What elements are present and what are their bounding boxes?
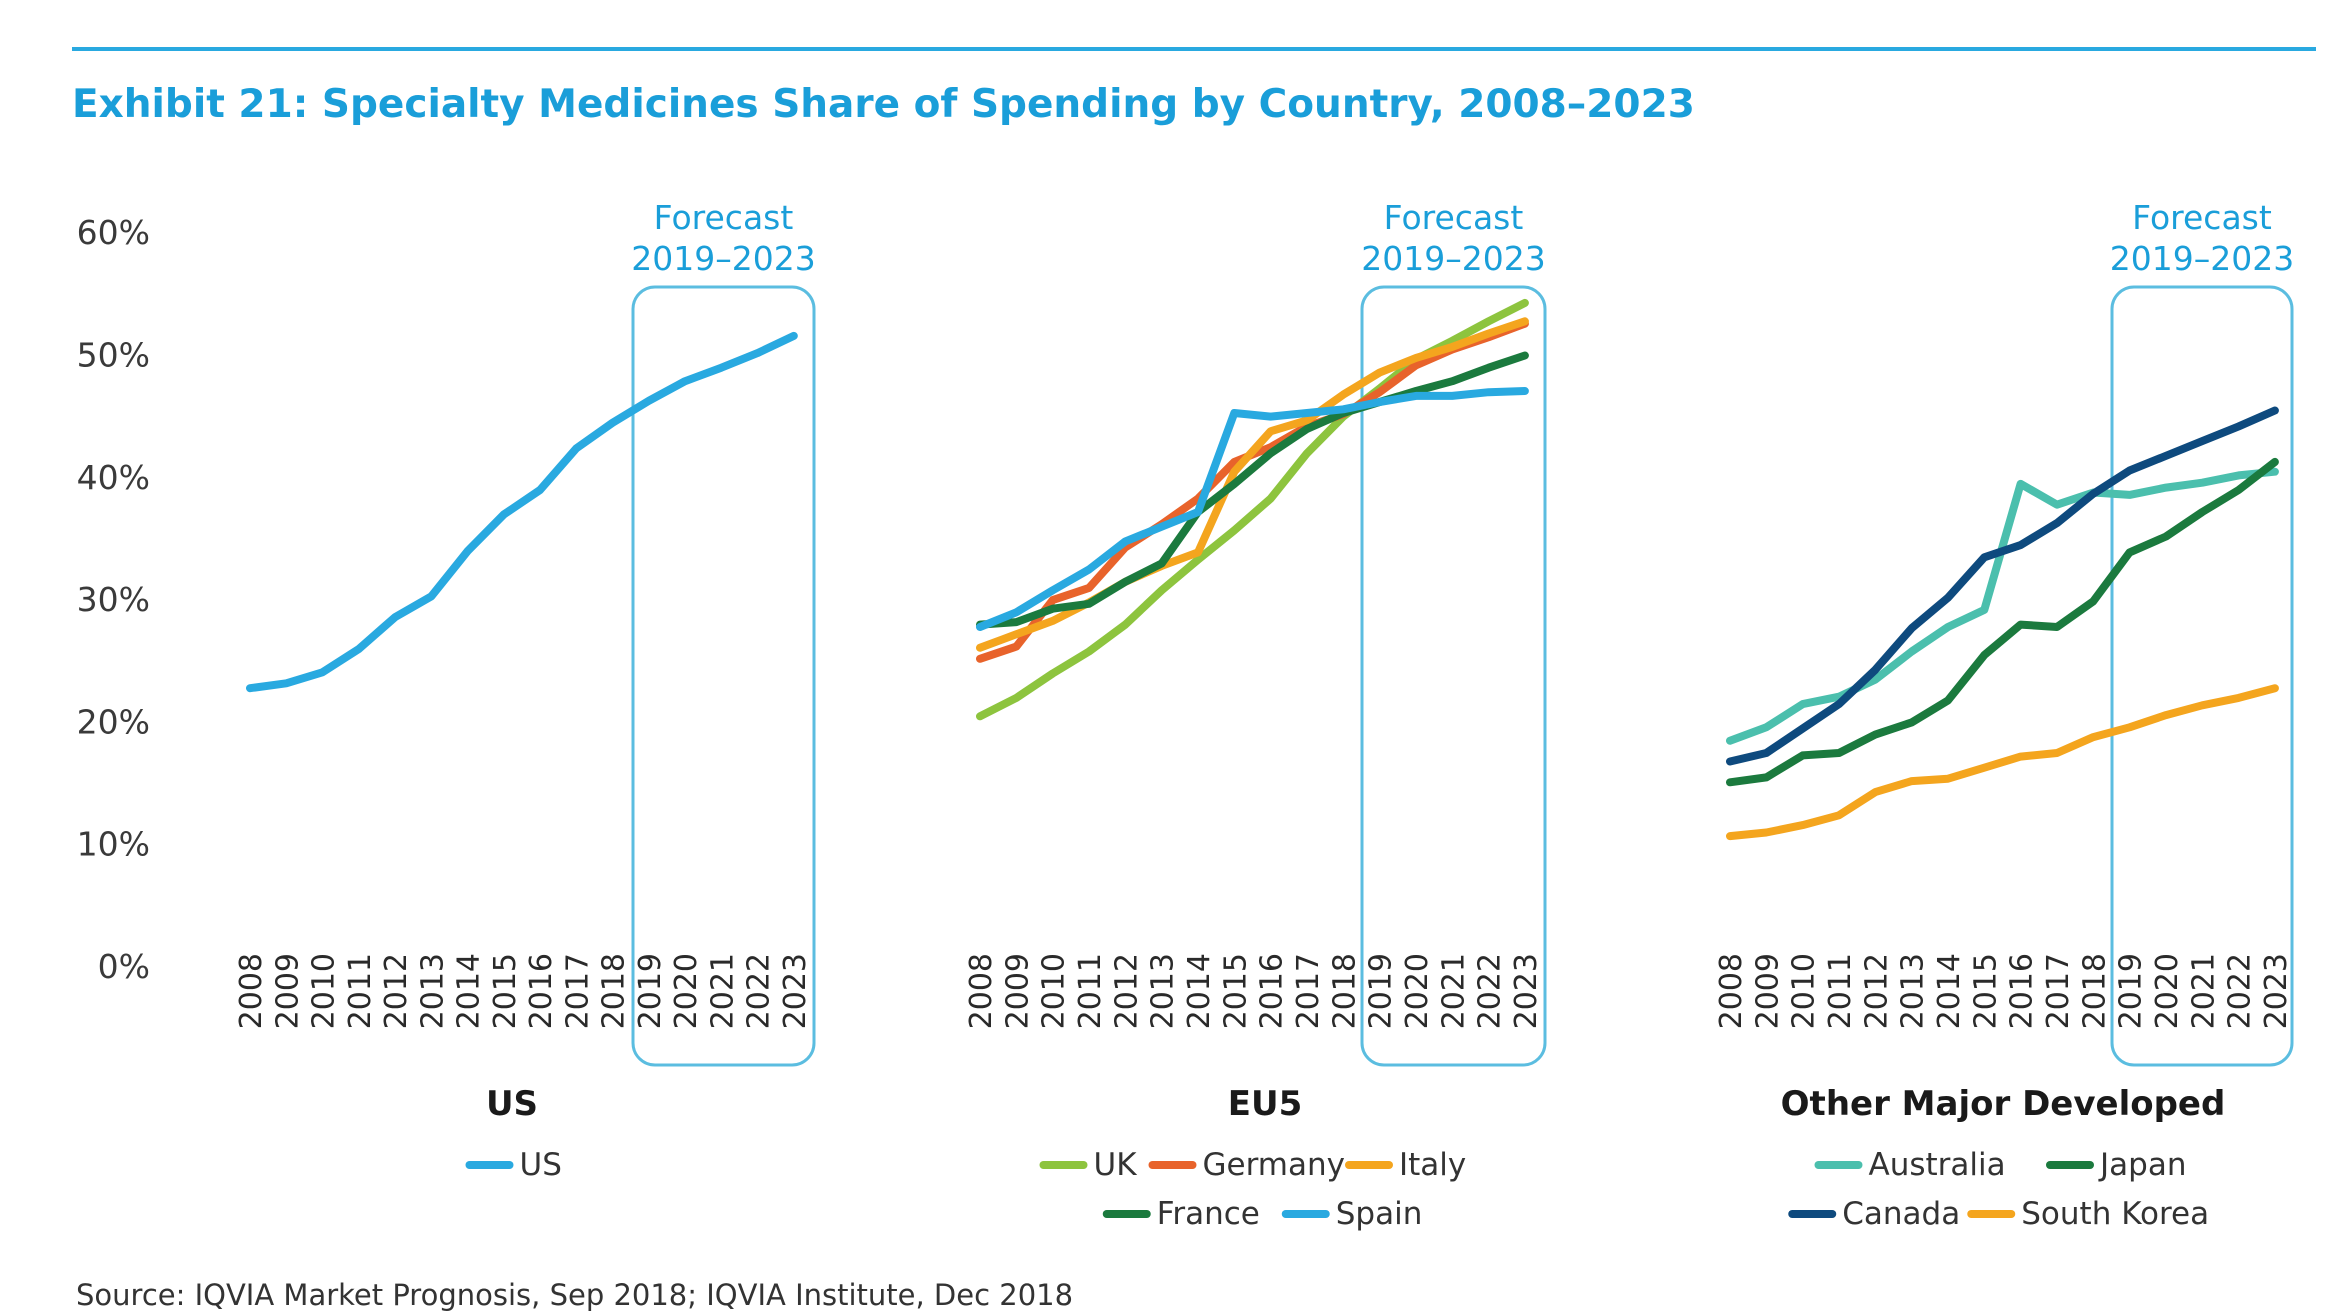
panel-title: EU5 [1228, 1084, 1303, 1124]
x-tick-label: 2012 [1859, 953, 1894, 1029]
forecast-label-line2: 2019–2023 [1361, 239, 1545, 278]
x-tick-label: 2016 [524, 953, 559, 1029]
x-tick-label: 2009 [1750, 953, 1785, 1029]
x-tick-label: 2013 [1146, 953, 1181, 1029]
x-tick-label: 2020 [669, 953, 704, 1029]
x-tick-label: 2018 [2077, 953, 2112, 1029]
forecast-box [631, 285, 816, 1067]
x-tick-label: 2019 [2114, 953, 2149, 1029]
x-tick-label: 2023 [1509, 953, 1544, 1029]
x-tick-label: 2017 [560, 953, 595, 1029]
series-line-spain [976, 387, 1529, 631]
source-note: Source: IQVIA Market Prognosis, Sep 2018… [76, 1278, 1074, 1312]
legend-label: Spain [1336, 1196, 1423, 1232]
x-tick-label: 2015 [1968, 953, 2003, 1029]
x-tick-label: 2021 [2186, 953, 2221, 1029]
x-tick-label: 2022 [742, 953, 777, 1029]
x-tick-label: 2010 [307, 953, 342, 1029]
legend-label: Australia [1869, 1147, 2006, 1183]
series-line-uk [976, 298, 1529, 721]
x-tick-label: 2015 [488, 953, 523, 1029]
x-tick-label: 2014 [452, 953, 487, 1029]
y-tick-label: 10% [77, 825, 150, 864]
forecast-label-line1: Forecast [654, 198, 794, 237]
y-tick-label: 30% [77, 580, 150, 619]
legend-label: Italy [1399, 1147, 1466, 1183]
x-tick-label: 2009 [270, 953, 305, 1029]
y-tick-label: 20% [77, 702, 150, 741]
top-rule [72, 47, 2316, 51]
legend-label: Japan [2098, 1147, 2186, 1183]
x-tick-label: 2021 [705, 953, 740, 1029]
x-tick-label: 2022 [1473, 953, 1508, 1029]
x-tick-label: 2019 [1364, 953, 1399, 1029]
legend-label: South Korea [2021, 1196, 2209, 1232]
x-tick-label: 2011 [1073, 953, 1108, 1029]
x-tick-label: 2017 [1291, 953, 1326, 1029]
panel-title: US [486, 1084, 538, 1124]
legend-label: France [1157, 1196, 1260, 1232]
series-line-france [976, 351, 1529, 629]
x-tick-label: 2008 [234, 953, 269, 1029]
x-tick-label: 2013 [1896, 953, 1931, 1029]
forecast-label-line2: 2019–2023 [631, 239, 815, 278]
x-tick-label: 2014 [1932, 953, 1967, 1029]
y-tick-label: 0% [98, 947, 150, 986]
x-tick-label: 2016 [2005, 953, 2040, 1029]
legend-label: Germany [1203, 1147, 1345, 1183]
x-tick-label: 2009 [1000, 953, 1035, 1029]
x-tick-label: 2010 [1787, 953, 1822, 1029]
legend-label: US [520, 1147, 562, 1183]
x-tick-label: 2020 [1400, 953, 1435, 1029]
y-tick-label: 50% [77, 336, 150, 375]
x-tick-label: 2012 [1109, 953, 1144, 1029]
x-tick-label: 2011 [1823, 953, 1858, 1029]
x-tick-label: 2008 [964, 953, 999, 1029]
forecast-box [2110, 285, 2294, 1067]
forecast-label-line2: 2019–2023 [2110, 239, 2294, 278]
forecast-label-line1: Forecast [1384, 198, 1524, 237]
series-line-japan [1726, 457, 2279, 787]
x-tick-label: 2020 [2150, 953, 2185, 1029]
exhibit-title: Exhibit 21: Specialty Medicines Share of… [72, 82, 1695, 127]
x-tick-label: 2014 [1182, 953, 1217, 1029]
x-tick-label: 2018 [1327, 953, 1362, 1029]
panel-title: Other Major Developed [1781, 1084, 2226, 1124]
x-tick-label: 2022 [2223, 953, 2258, 1029]
x-tick-label: 2017 [2041, 953, 2076, 1029]
series-line-australia [1726, 467, 2279, 745]
forecast-box [1360, 285, 1547, 1067]
series-line-canada [1726, 406, 2279, 766]
series-line-us [246, 331, 798, 693]
forecast-label-line1: Forecast [2132, 198, 2272, 237]
x-tick-label: 2019 [633, 953, 668, 1029]
x-tick-label: 2012 [379, 953, 414, 1029]
series-line-italy [976, 317, 1529, 652]
x-tick-label: 2008 [1714, 953, 1749, 1029]
x-tick-label: 2010 [1037, 953, 1072, 1029]
x-tick-label: 2021 [1436, 953, 1471, 1029]
x-tick-label: 2023 [2259, 953, 2294, 1029]
x-tick-label: 2016 [1255, 953, 1290, 1029]
y-tick-label: 40% [77, 458, 150, 497]
legend-label: Canada [1842, 1196, 1960, 1232]
x-tick-label: 2015 [1218, 953, 1253, 1029]
series-line-south-korea [1726, 684, 2279, 841]
legend-label: UK [1094, 1147, 1138, 1183]
x-tick-label: 2018 [597, 953, 632, 1029]
x-tick-label: 2013 [415, 953, 450, 1029]
y-tick-label: 60% [77, 213, 150, 252]
x-tick-label: 2011 [343, 953, 378, 1029]
x-tick-label: 2023 [778, 953, 813, 1029]
